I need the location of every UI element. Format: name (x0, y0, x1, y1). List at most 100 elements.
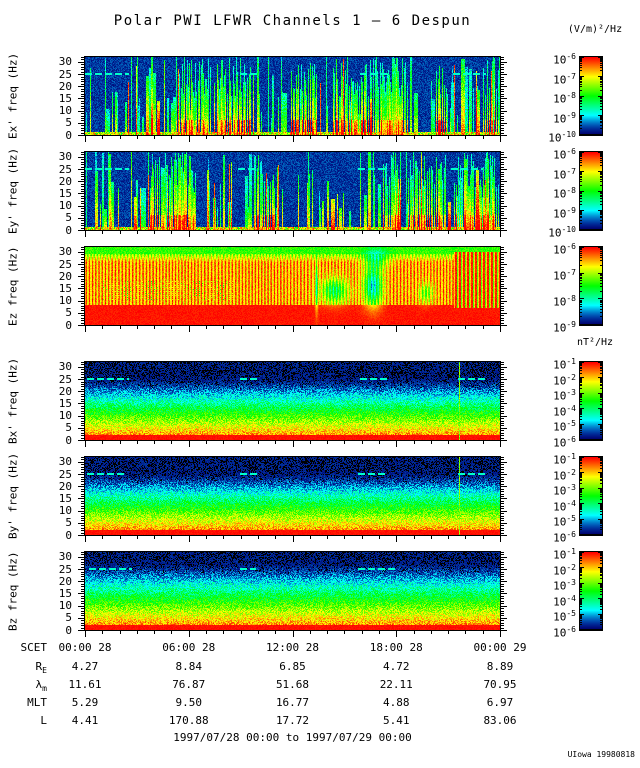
y-axis-label-ez: Ez freq (Hz) (6, 246, 20, 326)
colorbar-ey (579, 151, 603, 231)
y-tick-label: 5 (65, 421, 72, 435)
y-tick-label: 15 (58, 396, 72, 410)
ephemeris-value: 4.27 (71, 660, 99, 673)
y-tick-label: 10 (58, 409, 72, 423)
y-tick-label: 10 (58, 104, 72, 118)
page-title: Polar PWI LFWR Channels 1 — 6 Despun (113, 13, 472, 29)
processing-stamp: UIowa 19980818 (567, 750, 635, 759)
colorbar-tick-label: 10-4 (553, 593, 576, 609)
ephemeris-value: 5.41 (383, 714, 410, 727)
spectrogram-by (84, 456, 501, 536)
x-tick-label: 00:00 28 (58, 641, 112, 654)
colorbar-tick-label: 10-5 (553, 609, 576, 625)
y-tick-label: 0 (65, 318, 72, 332)
colorbar-tick-label: 10-6 (553, 147, 576, 162)
y-tick-label: 30 (58, 360, 72, 374)
y-tick-label: 5 (65, 306, 72, 320)
y-tick-label: 30 (58, 55, 72, 69)
ephemeris-value: 4.72 (383, 660, 410, 673)
electric-units-label: (V/m)²/Hz (567, 24, 623, 35)
spectrogram-bx (84, 361, 501, 441)
y-tick-label: 20 (58, 479, 72, 493)
colorbar-tick-label: 10-6 (553, 625, 576, 640)
colorbar-tick-label: 10-1 (553, 452, 576, 467)
colorbar-tick-label: 10-2 (553, 467, 576, 483)
ephemeris-value: 4.88 (383, 696, 410, 709)
colorbar-bz (579, 551, 603, 631)
colorbar-tick-label: 10-6 (553, 52, 576, 67)
y-tick-label: 15 (58, 91, 72, 105)
colorbar-by (579, 456, 603, 536)
y-tick-label: 0 (65, 223, 72, 237)
y-tick-label: 25 (58, 372, 72, 386)
spectrogram-ey (84, 151, 501, 231)
x-tick-label: 00:00 29 (473, 641, 527, 654)
y-tick-label: 25 (58, 467, 72, 481)
y-tick-label: 20 (58, 384, 72, 398)
colorbar-ez (579, 246, 603, 326)
colorbar-tick-label: 10-2 (553, 372, 576, 388)
y-tick-label: 15 (58, 281, 72, 295)
y-tick-label: 5 (65, 116, 72, 130)
colorbar-tick-label: 10-4 (553, 498, 576, 514)
y-tick-label: 10 (58, 504, 72, 518)
y-tick-label: 15 (58, 186, 72, 200)
colorbar-tick-label: 10-1 (553, 547, 576, 562)
ephemeris-value: 6.97 (486, 696, 514, 709)
ephemeris-value: 51.68 (275, 678, 310, 691)
colorbar-tick-label: 10-6 (553, 530, 576, 545)
ephemeris-value: 8.84 (175, 660, 203, 673)
y-axis-label-bx: Bx' freq (Hz) (6, 357, 20, 445)
magnetic-units-label: nT²/Hz (576, 337, 614, 348)
y-tick-label: 30 (58, 150, 72, 164)
ephemeris-value: 6.85 (279, 660, 306, 673)
y-axis-label-by: By' freq (Hz) (6, 452, 20, 540)
colorbar-tick-label: 10-6 (553, 435, 576, 450)
y-axis-label-ey: Ey' freq (Hz) (6, 147, 20, 235)
spectrogram-ex (84, 56, 501, 136)
ephemeris-value: 22.11 (379, 678, 413, 691)
ephemeris-value: 83.06 (483, 714, 517, 727)
ephemeris-value: 11.61 (68, 678, 102, 691)
y-tick-label: 10 (58, 599, 72, 613)
x-tick-label: 12:00 28 (266, 641, 319, 654)
y-tick-label: 0 (65, 433, 72, 447)
ephemeris-value: 70.95 (483, 678, 517, 691)
colorbar-tick-label: 10-8 (553, 91, 576, 106)
y-tick-label: 0 (65, 623, 72, 637)
colorbar-tick-label: 10-7 (553, 71, 576, 87)
time-range-label: 1997/07/28 00:00 to 1997/07/29 00:00 (173, 731, 412, 744)
colorbar-tick-label: 10-9 (553, 110, 576, 126)
x-tick-label: 18:00 28 (369, 641, 423, 654)
colorbar-tick-label: 10-10 (548, 225, 576, 240)
y-tick-label: 5 (65, 516, 72, 530)
colorbar-tick-label: 10-5 (553, 514, 576, 530)
y-tick-label: 20 (58, 574, 72, 588)
colorbar-tick-label: 10-9 (553, 205, 576, 221)
spectrogram-bz (84, 551, 501, 631)
colorbar-tick-label: 10-6 (553, 242, 576, 257)
ephemeris-value: 16.77 (275, 696, 310, 709)
colorbar-tick-label: 10-8 (553, 186, 576, 201)
y-tick-label: 30 (58, 245, 72, 259)
colorbar-tick-label: 10-1 (553, 357, 576, 372)
ephemeris-value: 17.72 (275, 714, 310, 727)
ephemeris-value: 4.41 (71, 714, 99, 727)
y-tick-label: 15 (58, 491, 72, 505)
y-axis-label-bz: Bz freq (Hz) (6, 551, 20, 631)
ephemeris-value: 170.88 (168, 714, 209, 727)
colorbar-tick-label: 10-9 (553, 320, 576, 335)
colorbar-tick-label: 10-5 (553, 419, 576, 435)
colorbar-tick-label: 10-3 (553, 578, 576, 593)
colorbar-tick-label: 10-8 (553, 294, 576, 309)
y-tick-label: 25 (58, 562, 72, 576)
y-tick-label: 10 (58, 294, 72, 308)
y-tick-label: 0 (65, 528, 72, 542)
y-tick-label: 25 (58, 67, 72, 81)
y-tick-label: 0 (65, 128, 72, 142)
spectrogram-ez (84, 246, 501, 326)
y-tick-label: 20 (58, 269, 72, 283)
colorbar-tick-label: 10-4 (553, 403, 576, 419)
y-tick-label: 10 (58, 199, 72, 213)
